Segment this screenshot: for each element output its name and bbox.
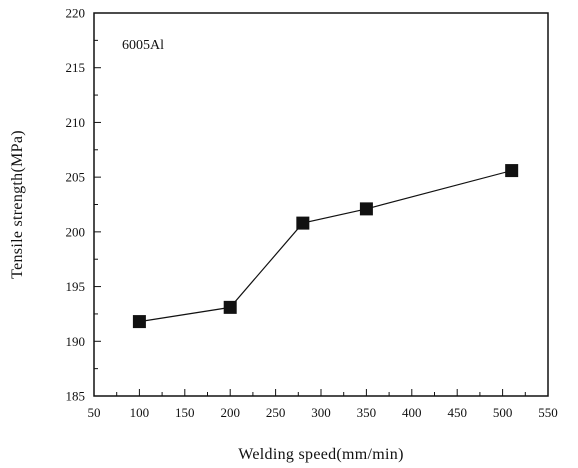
data-point-marker (505, 164, 519, 178)
x-tick-label: 150 (175, 405, 195, 420)
y-tick-label: 190 (66, 334, 86, 349)
y-tick-label: 185 (66, 389, 86, 404)
x-axis-title: Welding speed(mm/min) (238, 446, 403, 463)
data-point-marker (359, 202, 373, 216)
y-tick-label: 205 (66, 170, 86, 185)
y-axis-title: Tensile strength(MPa) (9, 130, 26, 279)
x-tick-label: 350 (357, 405, 377, 420)
x-tick-label: 400 (402, 405, 422, 420)
data-point-marker (223, 300, 237, 314)
x-tick-label: 50 (88, 405, 101, 420)
x-tick-label: 450 (447, 405, 467, 420)
series-line (139, 170, 512, 323)
y-tick-label: 220 (66, 6, 86, 21)
axis-ticks (93, 12, 549, 397)
plot-area-frame (93, 12, 549, 397)
x-tick-label: 300 (311, 405, 331, 420)
tick-labels: 50 100 150 200 250 300 350 400 450 500 550 185 190 19… (66, 6, 558, 421)
x-tick-label: 550 (538, 405, 558, 420)
y-tick-label: 200 (66, 224, 86, 239)
x-tick-label: 100 (130, 405, 150, 420)
x-tick-label: 200 (220, 405, 240, 420)
x-tick-label: 500 (493, 405, 513, 420)
y-tick-label: 195 (66, 279, 86, 294)
y-tick-label: 215 (66, 60, 86, 75)
data-point-marker (296, 216, 310, 230)
data-series (132, 164, 519, 329)
y-tick-label: 210 (66, 115, 86, 130)
data-point-marker (132, 315, 146, 329)
x-tick-label: 250 (266, 405, 286, 420)
alloy-annotation: 6005Al (122, 38, 164, 53)
